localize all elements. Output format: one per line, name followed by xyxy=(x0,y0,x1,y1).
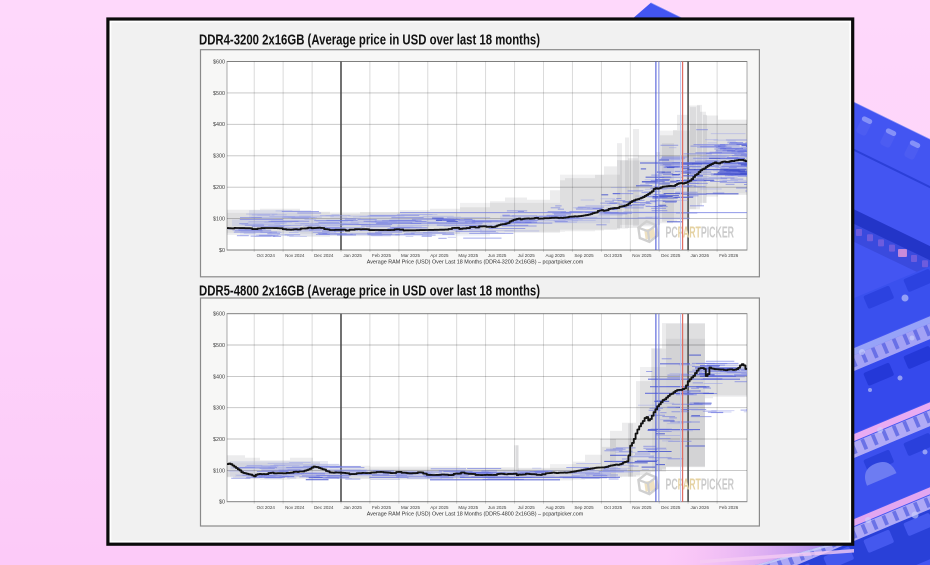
svg-text:Average RAM Price (USD) Over L: Average RAM Price (USD) Over Last 18 Mon… xyxy=(367,511,584,517)
svg-text:Sep 2025: Sep 2025 xyxy=(574,253,594,258)
svg-text:Jan 2026: Jan 2026 xyxy=(691,253,710,258)
svg-text:Feb 2025: Feb 2025 xyxy=(372,505,392,510)
svg-text:Apr 2025: Apr 2025 xyxy=(430,505,449,510)
svg-text:Apr 2025: Apr 2025 xyxy=(430,253,449,258)
svg-text:Dec 2024: Dec 2024 xyxy=(314,253,334,258)
svg-text:$300: $300 xyxy=(213,154,225,160)
svg-text:$0: $0 xyxy=(219,500,225,506)
svg-text:Sep 2025: Sep 2025 xyxy=(574,505,594,510)
svg-text:May 2025: May 2025 xyxy=(458,505,478,510)
svg-text:$100: $100 xyxy=(213,217,225,223)
svg-text:$600: $600 xyxy=(213,312,225,318)
svg-text:DDR5-4800 2x16GB (Average pric: DDR5-4800 2x16GB (Average price in USD o… xyxy=(199,284,540,300)
svg-text:Jul 2025: Jul 2025 xyxy=(518,505,536,510)
svg-text:$0: $0 xyxy=(219,248,225,254)
svg-text:Jan 2025: Jan 2025 xyxy=(343,253,362,258)
svg-text:Jan 2026: Jan 2026 xyxy=(691,505,710,510)
svg-text:Oct 2025: Oct 2025 xyxy=(604,505,623,510)
svg-text:Jun 2025: Jun 2025 xyxy=(488,253,507,258)
svg-text:Dec 2025: Dec 2025 xyxy=(661,505,681,510)
svg-text:Dec 2024: Dec 2024 xyxy=(314,505,334,510)
svg-text:$500: $500 xyxy=(213,343,225,349)
svg-text:Nov 2025: Nov 2025 xyxy=(632,505,652,510)
svg-text:Mar 2025: Mar 2025 xyxy=(401,505,421,510)
svg-text:Nov 2024: Nov 2024 xyxy=(285,253,305,258)
svg-text:$200: $200 xyxy=(213,185,225,191)
svg-text:Aug 2025: Aug 2025 xyxy=(545,505,565,510)
svg-text:$600: $600 xyxy=(213,59,225,65)
svg-text:$400: $400 xyxy=(213,122,225,128)
svg-text:Jan 2025: Jan 2025 xyxy=(343,505,362,510)
svg-text:Oct 2024: Oct 2024 xyxy=(257,253,276,258)
svg-text:Jun 2025: Jun 2025 xyxy=(488,505,507,510)
svg-text:$100: $100 xyxy=(213,468,225,474)
svg-text:DDR4-3200 2x16GB (Average pric: DDR4-3200 2x16GB (Average price in USD o… xyxy=(199,33,540,49)
svg-text:Jul 2025: Jul 2025 xyxy=(518,253,536,258)
svg-text:Dec 2025: Dec 2025 xyxy=(661,253,681,258)
svg-text:Feb 2026: Feb 2026 xyxy=(719,253,739,258)
svg-text:Feb 2026: Feb 2026 xyxy=(719,505,739,510)
svg-text:Feb 2025: Feb 2025 xyxy=(372,253,392,258)
svg-text:Average RAM Price (USD) Over L: Average RAM Price (USD) Over Last 18 Mon… xyxy=(367,260,584,266)
svg-text:$400: $400 xyxy=(213,374,225,380)
svg-text:PCPARTPICKER: PCPARTPICKER xyxy=(666,224,734,241)
svg-text:$200: $200 xyxy=(213,437,225,443)
svg-text:Oct 2025: Oct 2025 xyxy=(604,253,623,258)
svg-text:May 2025: May 2025 xyxy=(458,253,478,258)
svg-text:Nov 2025: Nov 2025 xyxy=(632,253,652,258)
svg-text:$300: $300 xyxy=(213,406,225,412)
svg-text:Oct 2024: Oct 2024 xyxy=(257,505,276,510)
svg-text:Aug 2025: Aug 2025 xyxy=(545,253,565,258)
svg-text:$500: $500 xyxy=(213,91,225,97)
svg-text:Mar 2025: Mar 2025 xyxy=(401,253,421,258)
svg-text:Nov 2024: Nov 2024 xyxy=(285,505,305,510)
svg-text:PCPARTPICKER: PCPARTPICKER xyxy=(666,477,734,494)
